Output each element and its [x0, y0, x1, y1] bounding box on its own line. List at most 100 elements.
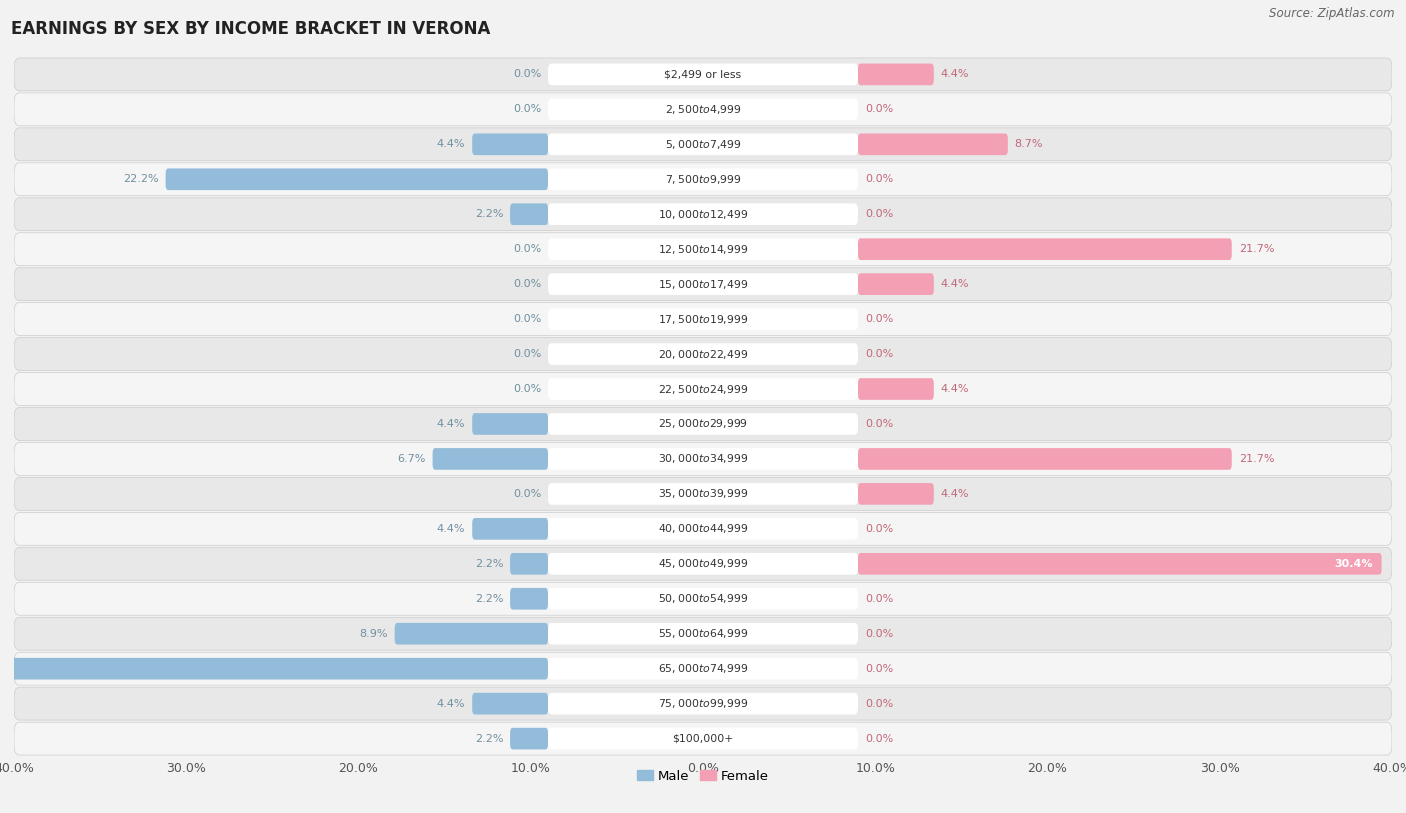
- Text: $65,000 to $74,999: $65,000 to $74,999: [658, 663, 748, 675]
- FancyBboxPatch shape: [548, 273, 858, 295]
- FancyBboxPatch shape: [858, 238, 1232, 260]
- FancyBboxPatch shape: [14, 128, 1392, 161]
- Text: 22.2%: 22.2%: [124, 174, 159, 185]
- Text: $55,000 to $64,999: $55,000 to $64,999: [658, 628, 748, 640]
- Text: 8.7%: 8.7%: [1015, 139, 1043, 150]
- Text: 0.0%: 0.0%: [865, 314, 893, 324]
- FancyBboxPatch shape: [858, 483, 934, 505]
- Text: $2,500 to $4,999: $2,500 to $4,999: [665, 103, 741, 115]
- Text: 4.4%: 4.4%: [437, 139, 465, 150]
- Text: 2.2%: 2.2%: [475, 559, 503, 569]
- FancyBboxPatch shape: [548, 483, 858, 505]
- FancyBboxPatch shape: [548, 658, 858, 680]
- FancyBboxPatch shape: [548, 308, 858, 330]
- FancyBboxPatch shape: [858, 378, 934, 400]
- FancyBboxPatch shape: [548, 133, 858, 155]
- FancyBboxPatch shape: [548, 378, 858, 400]
- Text: $35,000 to $39,999: $35,000 to $39,999: [658, 488, 748, 500]
- Text: EARNINGS BY SEX BY INCOME BRACKET IN VERONA: EARNINGS BY SEX BY INCOME BRACKET IN VER…: [11, 20, 491, 38]
- FancyBboxPatch shape: [14, 477, 1392, 511]
- Text: 0.0%: 0.0%: [865, 733, 893, 744]
- FancyBboxPatch shape: [14, 302, 1392, 336]
- FancyBboxPatch shape: [14, 267, 1392, 301]
- Legend: Male, Female: Male, Female: [631, 764, 775, 788]
- FancyBboxPatch shape: [510, 588, 548, 610]
- Text: $17,500 to $19,999: $17,500 to $19,999: [658, 313, 748, 325]
- Text: $12,500 to $14,999: $12,500 to $14,999: [658, 243, 748, 255]
- Text: $50,000 to $54,999: $50,000 to $54,999: [658, 593, 748, 605]
- Text: 4.4%: 4.4%: [437, 524, 465, 534]
- FancyBboxPatch shape: [472, 693, 548, 715]
- FancyBboxPatch shape: [858, 133, 1008, 155]
- Text: $2,499 or less: $2,499 or less: [665, 69, 741, 80]
- Text: 2.2%: 2.2%: [475, 733, 503, 744]
- FancyBboxPatch shape: [14, 687, 1392, 720]
- Text: 4.4%: 4.4%: [437, 698, 465, 709]
- Text: 0.0%: 0.0%: [865, 174, 893, 185]
- Text: $30,000 to $34,999: $30,000 to $34,999: [658, 453, 748, 465]
- Text: 0.0%: 0.0%: [865, 349, 893, 359]
- Text: Source: ZipAtlas.com: Source: ZipAtlas.com: [1270, 7, 1395, 20]
- Text: 4.4%: 4.4%: [941, 279, 969, 289]
- FancyBboxPatch shape: [14, 93, 1392, 126]
- FancyBboxPatch shape: [548, 413, 858, 435]
- FancyBboxPatch shape: [548, 623, 858, 645]
- FancyBboxPatch shape: [472, 413, 548, 435]
- FancyBboxPatch shape: [14, 163, 1392, 196]
- FancyBboxPatch shape: [858, 273, 934, 295]
- Text: $20,000 to $22,499: $20,000 to $22,499: [658, 348, 748, 360]
- FancyBboxPatch shape: [472, 133, 548, 155]
- FancyBboxPatch shape: [548, 238, 858, 260]
- Text: 0.0%: 0.0%: [865, 628, 893, 639]
- FancyBboxPatch shape: [0, 658, 548, 680]
- FancyBboxPatch shape: [14, 512, 1392, 546]
- FancyBboxPatch shape: [548, 448, 858, 470]
- Text: 4.4%: 4.4%: [941, 384, 969, 394]
- FancyBboxPatch shape: [548, 168, 858, 190]
- FancyBboxPatch shape: [548, 693, 858, 715]
- FancyBboxPatch shape: [14, 547, 1392, 580]
- FancyBboxPatch shape: [14, 442, 1392, 476]
- Text: 2.2%: 2.2%: [475, 209, 503, 220]
- Text: $22,500 to $24,999: $22,500 to $24,999: [658, 383, 748, 395]
- Text: 21.7%: 21.7%: [1239, 454, 1274, 464]
- FancyBboxPatch shape: [510, 203, 548, 225]
- FancyBboxPatch shape: [395, 623, 548, 645]
- Text: $7,500 to $9,999: $7,500 to $9,999: [665, 173, 741, 185]
- Text: 8.9%: 8.9%: [360, 628, 388, 639]
- Text: 0.0%: 0.0%: [865, 593, 893, 604]
- FancyBboxPatch shape: [14, 337, 1392, 371]
- FancyBboxPatch shape: [14, 722, 1392, 755]
- FancyBboxPatch shape: [14, 652, 1392, 685]
- FancyBboxPatch shape: [14, 407, 1392, 441]
- Text: 30.4%: 30.4%: [1334, 559, 1374, 569]
- Text: 0.0%: 0.0%: [865, 209, 893, 220]
- Text: 2.2%: 2.2%: [475, 593, 503, 604]
- FancyBboxPatch shape: [858, 448, 1232, 470]
- FancyBboxPatch shape: [858, 553, 1382, 575]
- Text: 0.0%: 0.0%: [513, 349, 541, 359]
- FancyBboxPatch shape: [166, 168, 548, 190]
- FancyBboxPatch shape: [14, 582, 1392, 615]
- FancyBboxPatch shape: [433, 448, 548, 470]
- FancyBboxPatch shape: [548, 553, 858, 575]
- Text: 4.4%: 4.4%: [941, 489, 969, 499]
- FancyBboxPatch shape: [472, 518, 548, 540]
- FancyBboxPatch shape: [858, 63, 934, 85]
- Text: $40,000 to $44,999: $40,000 to $44,999: [658, 523, 748, 535]
- Text: 6.7%: 6.7%: [398, 454, 426, 464]
- Text: 0.0%: 0.0%: [513, 489, 541, 499]
- FancyBboxPatch shape: [14, 372, 1392, 406]
- Text: 0.0%: 0.0%: [513, 384, 541, 394]
- FancyBboxPatch shape: [14, 198, 1392, 231]
- FancyBboxPatch shape: [510, 553, 548, 575]
- Text: $100,000+: $100,000+: [672, 733, 734, 744]
- Text: 21.7%: 21.7%: [1239, 244, 1274, 254]
- Text: 0.0%: 0.0%: [865, 419, 893, 429]
- Text: $25,000 to $29,999: $25,000 to $29,999: [658, 418, 748, 430]
- Text: 0.0%: 0.0%: [513, 314, 541, 324]
- Text: 0.0%: 0.0%: [865, 663, 893, 674]
- Text: 0.0%: 0.0%: [513, 69, 541, 80]
- Text: 0.0%: 0.0%: [865, 524, 893, 534]
- FancyBboxPatch shape: [548, 588, 858, 610]
